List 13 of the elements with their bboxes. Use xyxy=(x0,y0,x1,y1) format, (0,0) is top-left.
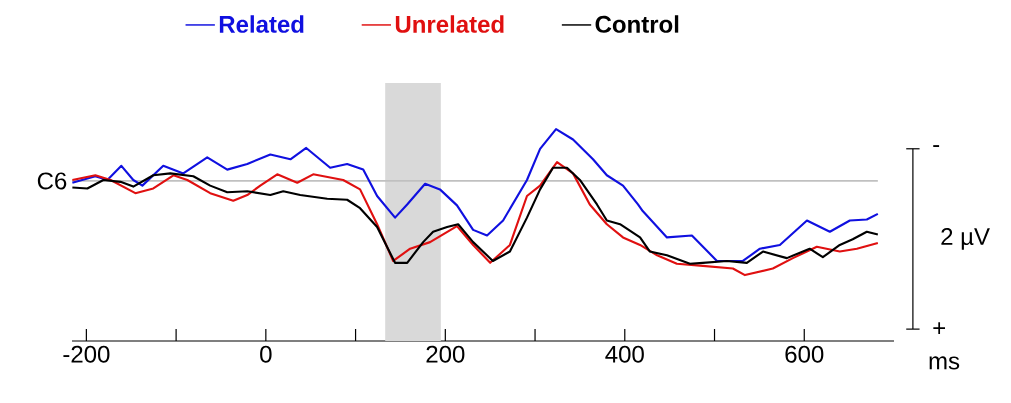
legend-label: Unrelated xyxy=(395,15,504,33)
legend-label: Related xyxy=(219,15,304,33)
x-axis-title: ms xyxy=(929,356,960,370)
ref-line-label: C6 xyxy=(37,172,67,190)
x-tick-label: 400 xyxy=(605,345,644,363)
x-tick-label: 600 xyxy=(785,345,824,363)
legend-label: Control xyxy=(595,15,679,33)
x-tick-label: 200 xyxy=(426,345,465,363)
text: + xyxy=(933,322,946,334)
x-tick-label: -200 xyxy=(63,345,110,363)
text: - xyxy=(933,145,940,147)
text: 2 µV xyxy=(941,228,990,250)
x-tick-label: 0 xyxy=(260,345,272,363)
